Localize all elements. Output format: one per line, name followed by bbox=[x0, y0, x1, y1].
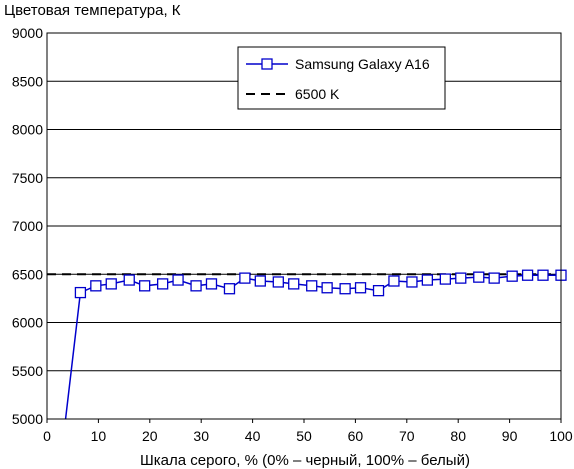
x-tick-labels: 0 10 20 30 40 50 60 70 80 90 100 bbox=[43, 419, 573, 444]
x-tick-label: 0 bbox=[43, 428, 51, 444]
data-point-samsung bbox=[372, 285, 385, 297]
data-point-samsung bbox=[90, 280, 102, 292]
data-point-samsung bbox=[205, 278, 218, 290]
y-axis-title: Цветовая температура, К bbox=[4, 2, 181, 19]
y-tick-label: 5500 bbox=[12, 363, 43, 379]
x-tick-label: 10 bbox=[91, 428, 107, 444]
data-point-samsung bbox=[105, 278, 117, 290]
data-point-samsung bbox=[190, 280, 202, 292]
data-point-samsung bbox=[488, 272, 500, 284]
y-tick-label: 9000 bbox=[12, 25, 43, 41]
y-tick-label: 5000 bbox=[12, 411, 43, 427]
data-point-samsung bbox=[321, 282, 333, 294]
series-layer bbox=[47, 269, 567, 419]
x-tick-label: 20 bbox=[142, 428, 158, 444]
data-point-samsung bbox=[473, 271, 485, 283]
data-point-samsung bbox=[388, 275, 400, 287]
y-tick-label: 7500 bbox=[12, 170, 43, 186]
x-tick-label: 60 bbox=[348, 428, 364, 444]
x-tick-label: 50 bbox=[296, 428, 312, 444]
x-tick-label: 70 bbox=[399, 428, 415, 444]
data-point-samsung bbox=[521, 269, 534, 281]
legend-label-6500k: 6500 K bbox=[295, 86, 340, 102]
data-point-samsung bbox=[239, 272, 251, 284]
data-point-samsung bbox=[506, 270, 518, 282]
x-tick-label: 100 bbox=[549, 428, 573, 444]
y-tick-labels: 5000 5500 6000 6500 7000 7500 8000 8500 9000 bbox=[12, 25, 43, 427]
legend-box bbox=[237, 46, 446, 110]
data-point-samsung bbox=[223, 283, 236, 295]
y-tick-label: 6000 bbox=[12, 315, 43, 331]
data-point-samsung bbox=[272, 276, 284, 288]
data-point-samsung bbox=[537, 269, 549, 281]
data-point-samsung bbox=[288, 278, 300, 290]
series-line-samsung bbox=[64, 274, 561, 419]
x-tick-label: 40 bbox=[245, 428, 261, 444]
legend-marker-samsung bbox=[261, 58, 273, 70]
legend-label-samsung: Samsung Galaxy A16 bbox=[295, 56, 430, 72]
x-tick-label: 30 bbox=[193, 428, 209, 444]
data-point-samsung bbox=[123, 274, 135, 286]
y-tick-label: 7000 bbox=[12, 218, 43, 234]
data-point-samsung bbox=[406, 276, 418, 288]
data-point-samsung bbox=[455, 272, 467, 284]
x-axis-title: Шкала серого, % (0% – черный, 100% – бел… bbox=[140, 452, 470, 469]
data-point-samsung bbox=[306, 280, 318, 292]
legend: Samsung Galaxy A16 6500 K bbox=[237, 46, 446, 110]
data-point-samsung bbox=[354, 282, 367, 294]
x-tick-label: 80 bbox=[450, 428, 466, 444]
data-point-samsung bbox=[254, 275, 266, 287]
plot-frame bbox=[46, 32, 562, 420]
data-point-samsung bbox=[74, 286, 87, 299]
data-point-samsung bbox=[172, 274, 184, 286]
y-tick-label: 8500 bbox=[12, 73, 43, 89]
data-point-samsung bbox=[421, 274, 434, 286]
data-point-samsung bbox=[339, 283, 351, 295]
y-tick-label: 8000 bbox=[12, 122, 43, 138]
x-tick-label: 90 bbox=[502, 428, 518, 444]
data-point-samsung bbox=[439, 273, 452, 285]
data-point-samsung bbox=[139, 280, 151, 292]
data-point-samsung bbox=[156, 278, 169, 290]
y-tick-label: 6500 bbox=[12, 266, 43, 282]
